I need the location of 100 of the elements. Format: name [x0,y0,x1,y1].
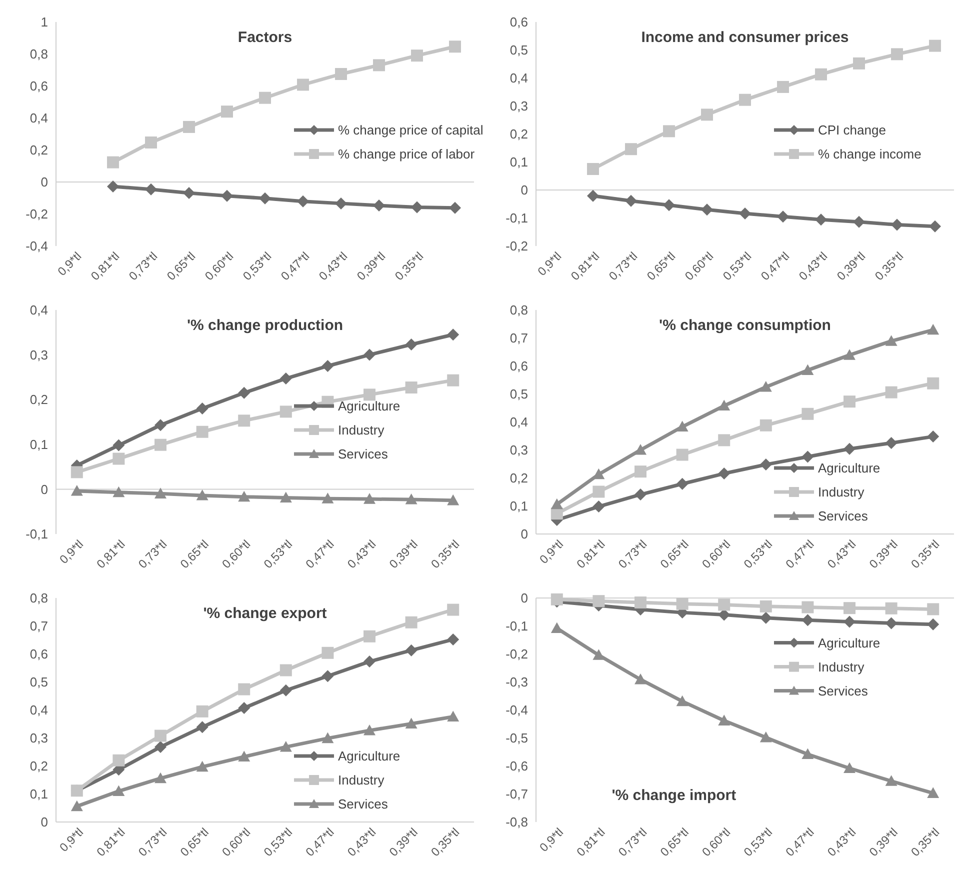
y-tick-label: 0,6 [30,646,48,662]
point [927,430,940,443]
y-tick-label: 0,4 [30,110,48,126]
y-tick-label: 0,1 [510,498,528,514]
point [663,199,675,212]
y-tick-label: 0 [520,590,528,606]
text: '% change production [186,317,344,334]
y-tick-label: 0,5 [510,42,528,58]
y-tick-label: 0,5 [510,386,528,402]
y-tick-label: 0,2 [30,392,48,408]
point [196,721,208,734]
point [634,444,646,455]
legend-label: Agriculture [338,398,400,414]
point [238,683,250,696]
y-tick-label: 0,7 [510,330,528,346]
point [364,348,376,361]
point [405,718,418,729]
y-tick-label: 0,8 [30,590,48,606]
point [760,381,772,392]
legend-label: Industry [818,659,865,674]
point [885,437,898,449]
point [777,210,789,223]
y-tick-label: -0,2 [506,646,528,662]
point [592,595,605,608]
point [322,492,334,504]
y-tick-label: 0,8 [30,46,48,62]
point [364,388,376,401]
y-tick-label: -0,8 [506,814,528,830]
point [625,194,637,207]
legend-label: Services [818,683,868,698]
point [447,374,460,386]
y-tick-label: -0,3 [506,674,528,690]
legend-label: Agriculture [338,748,400,764]
point [183,120,195,133]
point [70,800,83,812]
point [373,200,385,212]
point [112,785,125,796]
y-tick-label: -0,2 [26,206,48,222]
point [373,59,385,72]
point [634,466,646,478]
point [718,714,730,726]
point [112,439,125,452]
text: '% change import [612,787,736,804]
point [676,478,688,490]
point [449,40,461,53]
y-tick-label: 0,2 [510,126,528,142]
point [145,136,157,148]
point [196,705,208,718]
point [718,598,730,611]
point [760,458,772,471]
point [280,492,292,503]
point [927,377,940,390]
point [587,163,599,175]
point [760,731,772,742]
point [112,486,125,498]
legend-label: % change price of capital [338,122,484,138]
point [777,80,789,93]
y-tick-label: 0,2 [510,470,528,486]
point [885,617,898,630]
point [196,402,208,415]
y-tick-label: 0,6 [510,358,528,374]
legend-label: CPI change [818,122,886,138]
point [405,382,418,394]
y-tick-label: -0,7 [506,786,528,802]
text: Income and consumer prices [641,29,849,46]
text: Factors [238,29,292,46]
point [891,218,903,231]
point [154,772,166,784]
point [815,214,827,226]
y-tick-label: 0 [40,482,48,497]
point [634,673,646,684]
legend-label: Services [338,796,388,812]
point [927,324,940,335]
point [335,197,347,210]
legend-label: Agriculture [818,635,880,650]
point [221,190,233,202]
point [447,710,460,722]
point [550,593,563,606]
legend-label: % change income [818,146,922,162]
point [364,493,376,504]
point [802,408,814,420]
legend-label: Agriculture [818,460,880,476]
point [154,438,166,451]
y-tick-label: -0,1 [506,210,528,226]
y-tick-label: 0,6 [30,78,48,94]
point [663,125,675,138]
point [592,486,605,498]
y-tick-label: -0,5 [506,730,528,746]
point [853,57,865,70]
y-tick-label: 0,1 [510,154,528,170]
point [676,448,688,461]
point [238,702,250,714]
y-tick-label: 0,3 [30,347,48,362]
point [844,442,856,455]
point [322,360,334,372]
point [280,684,292,696]
y-tick-label: 0,4 [510,414,528,430]
point [815,68,827,80]
point [196,489,208,500]
point [297,195,309,208]
